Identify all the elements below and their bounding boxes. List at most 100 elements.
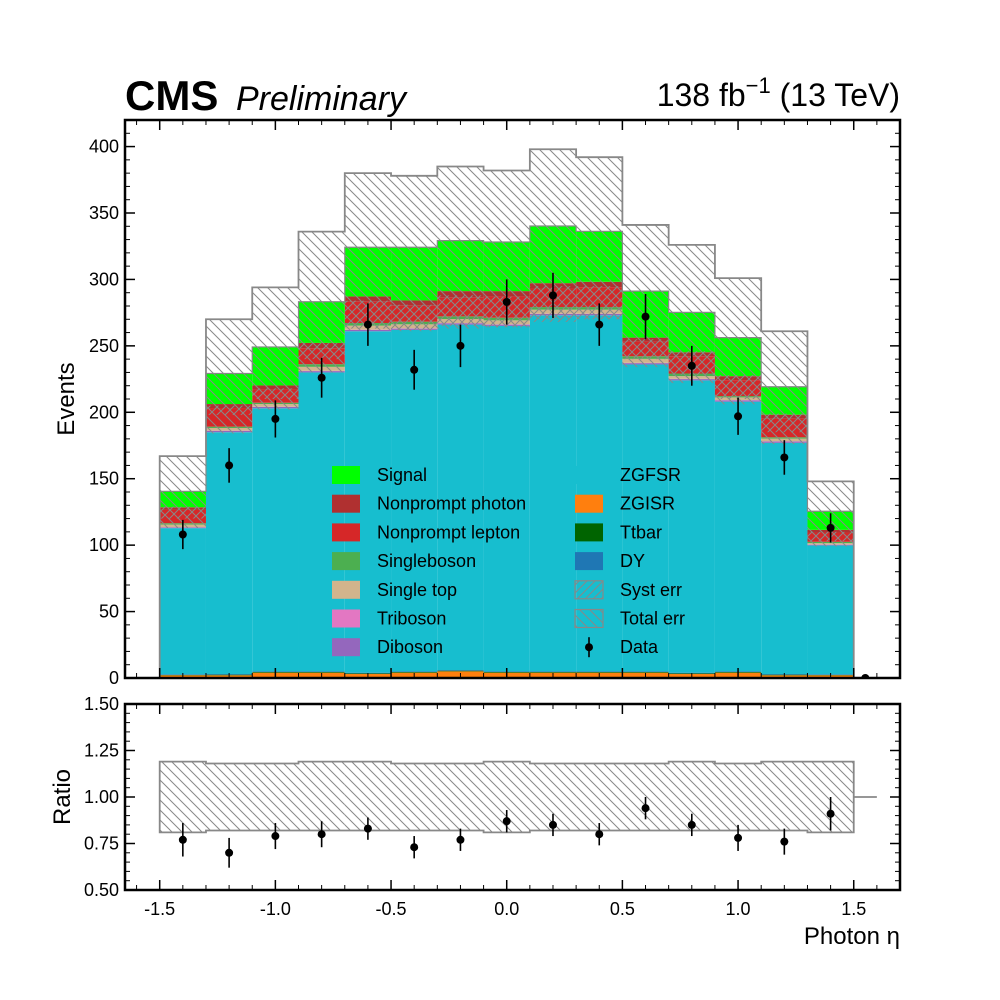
ratio-point bbox=[502, 817, 511, 826]
ratio-point bbox=[826, 809, 835, 818]
bar-zgfsr bbox=[761, 442, 808, 675]
ratio-point bbox=[178, 835, 187, 844]
ratio-points bbox=[178, 797, 835, 868]
y-tick-label: 0 bbox=[109, 668, 119, 688]
bar-ttbar bbox=[391, 672, 438, 673]
ratio-y-tick-label: 0.50 bbox=[84, 880, 119, 900]
data-point bbox=[641, 312, 650, 321]
legend-label: Nonprompt photon bbox=[377, 494, 526, 514]
legend-label: Data bbox=[620, 637, 659, 657]
ratio-ylabel: Ratio bbox=[49, 769, 76, 825]
legend-swatch bbox=[575, 552, 603, 571]
bar-dy bbox=[576, 671, 623, 673]
ratio-point bbox=[780, 837, 789, 846]
data-point bbox=[363, 320, 372, 329]
legend-swatch bbox=[332, 580, 360, 599]
legend-swatch bbox=[332, 523, 360, 542]
y-tick-label: 300 bbox=[89, 269, 119, 289]
ratio-plot-area bbox=[158, 760, 877, 868]
x-tick-label: 0.5 bbox=[610, 899, 635, 919]
bar-ttbar bbox=[576, 672, 623, 673]
legend-label: Single top bbox=[377, 580, 457, 600]
ratio-band-bin bbox=[205, 763, 253, 831]
legend-item: Total err bbox=[574, 608, 685, 629]
bar-zgfsr bbox=[529, 315, 577, 672]
x-tick-label: -1.0 bbox=[260, 899, 291, 919]
bar-dy bbox=[298, 671, 345, 673]
ratio-point bbox=[641, 804, 650, 813]
legend-label: Ttbar bbox=[620, 522, 662, 542]
bar-dy bbox=[622, 671, 669, 673]
data-point bbox=[178, 530, 187, 539]
total-err-bin bbox=[252, 287, 299, 410]
legend-swatch bbox=[574, 608, 604, 629]
legend-item: Nonprompt photon bbox=[332, 494, 526, 514]
legend-item: ZGISR bbox=[575, 494, 675, 514]
data-point bbox=[595, 320, 604, 329]
data-point bbox=[456, 341, 465, 350]
ratio-panel: 0.50 0.75 1.00 1.25 1.50 -1.5 -1.0 -0.5 0.0 0.5 1.… bbox=[49, 694, 902, 950]
ratio-point bbox=[225, 848, 234, 857]
y-tick-label: 150 bbox=[89, 469, 119, 489]
status-label: Preliminary bbox=[236, 80, 408, 118]
bar-dy bbox=[529, 671, 577, 673]
legend-swatch bbox=[332, 638, 360, 657]
data-point bbox=[410, 365, 419, 374]
total-err-bin bbox=[391, 175, 438, 332]
y-tick-label: 250 bbox=[89, 336, 119, 356]
experiment-label: CMS bbox=[125, 72, 218, 119]
main-frame bbox=[123, 118, 902, 680]
legend-item: Diboson bbox=[332, 637, 443, 657]
x-tick-label: -0.5 bbox=[376, 899, 407, 919]
data-point bbox=[271, 414, 280, 423]
ratio-point bbox=[687, 820, 696, 829]
x-tick-label: -1.5 bbox=[144, 899, 175, 919]
ratio-point bbox=[595, 830, 604, 839]
ratio-point bbox=[363, 824, 372, 833]
xlabel: Photon η bbox=[804, 923, 900, 950]
ratio-y-tick-label: 1.00 bbox=[84, 787, 119, 807]
legend-item: Triboson bbox=[332, 609, 446, 629]
ratio-band-upper bbox=[158, 760, 855, 797]
legend-item: Single top bbox=[332, 580, 457, 600]
legend-swatch bbox=[575, 494, 603, 513]
bar-ttbar bbox=[437, 670, 484, 672]
legend-item: Singleboson bbox=[332, 551, 476, 571]
ratio-frame bbox=[123, 702, 902, 892]
y-tick-label: 100 bbox=[89, 535, 119, 555]
data-point bbox=[687, 361, 696, 370]
legend-item: Data bbox=[585, 637, 659, 658]
legend-swatch bbox=[332, 466, 360, 484]
bar-ttbar bbox=[298, 672, 345, 673]
bar-ttbar bbox=[622, 672, 669, 673]
data-points bbox=[178, 272, 870, 678]
legend-label: DY bbox=[620, 551, 645, 571]
legend-label: Syst err bbox=[620, 580, 682, 600]
ratio-point bbox=[317, 830, 326, 839]
ratio-point bbox=[734, 833, 743, 842]
y-tick-label: 200 bbox=[89, 402, 119, 422]
legend-label: ZGFSR bbox=[620, 465, 681, 485]
legend-swatch bbox=[574, 580, 604, 600]
ratio-y-tick-label: 0.75 bbox=[84, 834, 119, 854]
legend-label: Diboson bbox=[377, 637, 443, 657]
data-point bbox=[548, 291, 557, 300]
y-tick-label: 400 bbox=[89, 137, 119, 157]
bar-zgfsr bbox=[622, 364, 669, 672]
ratio-band-bin bbox=[576, 763, 623, 831]
legend-label: Signal bbox=[377, 465, 427, 485]
ratio-band-bin bbox=[714, 763, 762, 831]
ratio-band-bin bbox=[761, 761, 808, 831]
data-point bbox=[734, 412, 743, 421]
ratio-point bbox=[456, 835, 465, 844]
bar-zgfsr bbox=[807, 545, 854, 675]
legend-item: Nonprompt lepton bbox=[332, 522, 520, 542]
ratio-y-tick-label: 1.50 bbox=[84, 694, 119, 714]
data-point bbox=[225, 461, 234, 470]
bar-dy bbox=[437, 670, 484, 671]
legend-swatch bbox=[332, 609, 360, 628]
ratio-band-bin bbox=[391, 763, 438, 831]
legend-label: Nonprompt lepton bbox=[377, 522, 520, 542]
legend-item: Signal bbox=[332, 465, 427, 485]
